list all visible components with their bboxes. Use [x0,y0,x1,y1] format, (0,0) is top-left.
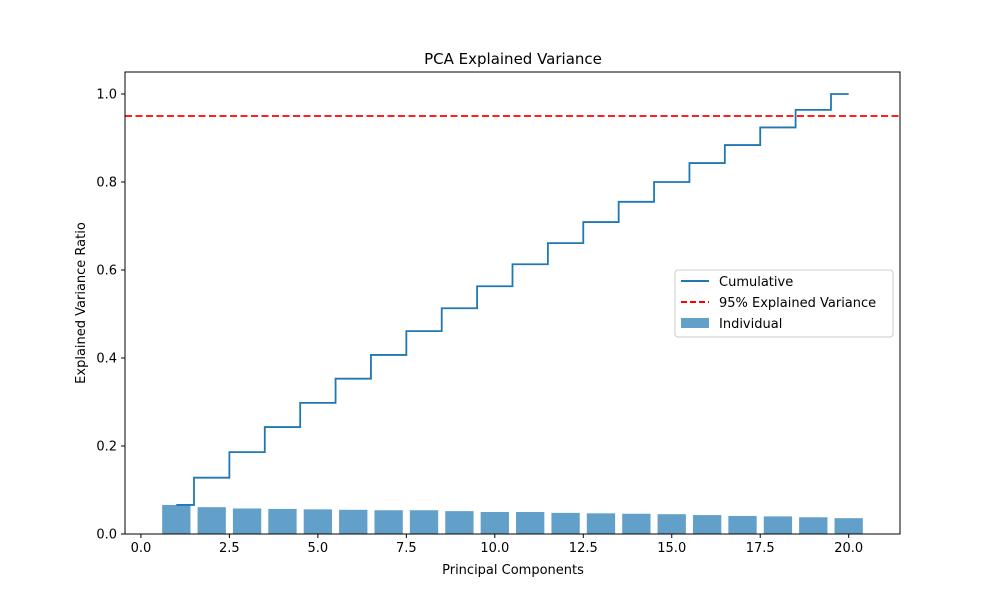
bar-component-19 [799,517,828,534]
x-tick-label: 17.5 [746,541,775,556]
x-tick-label: 7.5 [396,541,417,556]
y-tick-label: 0.0 [96,528,117,543]
y-tick-label: 1.0 [96,88,117,103]
legend-cumulative-label: Cumulative [719,275,793,290]
y-axis-ticks: 0.0 0.2 0.4 0.6 0.8 1.0 [96,88,125,543]
x-tick-label: 5.0 [308,541,329,556]
cumulative-step-group [176,93,849,506]
bar-component-2 [197,507,226,534]
bar-component-14 [622,513,651,534]
bar-component-6 [339,509,368,534]
bar-component-16 [692,515,722,534]
y-tick-label: 0.8 [96,176,117,191]
bar-component-1 [162,504,191,534]
x-tick-label: 12.5 [569,541,598,556]
legend-box [674,269,894,338]
x-tick-label: 15.0 [657,541,686,556]
legend-individual-swatch [681,318,709,328]
bar-component-15 [657,514,686,534]
bar-component-12 [551,512,580,534]
bar-component-3 [232,508,262,534]
bar-component-18 [763,516,793,534]
x-tick-label: 2.5 [219,541,240,556]
legend-individual-label: Individual [719,317,782,332]
x-tick-label: 0.0 [131,541,152,556]
plot-frame [124,71,901,535]
x-tick-label: 10.0 [480,541,509,556]
bar-component-10 [480,512,509,534]
x-tick-label: 20.0 [834,541,863,556]
bar-component-11 [516,512,545,534]
chart-title: PCA Explained Variance [424,50,602,68]
x-axis-label: Principal Components [442,563,584,578]
legend-reference-label: 95% Explained Variance [719,296,876,311]
y-tick-label: 0.6 [96,264,117,279]
y-tick-label: 0.2 [96,440,117,455]
bar-component-9 [445,511,474,534]
bar-component-20 [834,518,863,534]
bar-component-7 [374,510,403,534]
bar-component-5 [303,509,333,534]
bar-component-17 [728,515,757,534]
x-axis-ticks: 0.0 2.5 5.0 7.5 10.0 12.5 15.0 17.5 20.0 [131,534,863,556]
bars-group [162,504,863,534]
legend: Cumulative 95% Explained Variance Indivi… [674,269,894,338]
cumulative-step-line [176,93,849,506]
y-tick-label: 0.4 [96,352,117,367]
y-axis-label: Explained Variance Ratio [74,222,89,384]
bar-component-13 [586,513,616,534]
bar-component-4 [268,508,297,534]
bar-component-8 [409,510,439,534]
